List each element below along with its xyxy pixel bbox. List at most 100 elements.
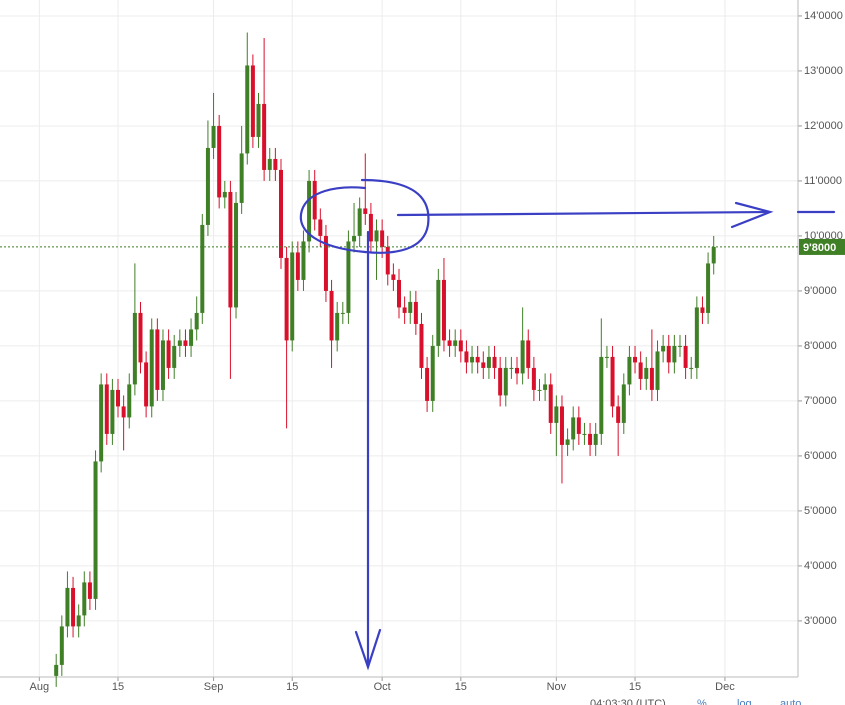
candle-body	[160, 340, 165, 390]
candle-body	[520, 340, 525, 374]
candle-body	[205, 147, 210, 225]
candle-body	[363, 208, 368, 214]
candle-body	[627, 356, 632, 385]
candle-body	[71, 587, 76, 627]
candle-body	[464, 351, 469, 363]
candle-body	[183, 340, 188, 346]
candle-body	[166, 340, 171, 368]
hand-drawn-annotations	[299, 178, 836, 671]
candle-body	[312, 180, 317, 220]
candle-body	[177, 340, 182, 346]
candle-body	[638, 362, 643, 379]
candle-body	[329, 290, 334, 341]
candle-body	[481, 362, 486, 368]
candle-body	[633, 356, 638, 363]
candle-body	[593, 433, 598, 445]
candle-body	[621, 384, 626, 423]
candle-body	[273, 158, 278, 170]
candle-body	[391, 274, 396, 280]
candle-body	[374, 230, 379, 242]
candle-body	[700, 307, 705, 313]
x-tick-label: 15	[455, 681, 467, 693]
y-tick-label: 4'0000	[804, 560, 837, 572]
y-tick-label: 11'0000	[804, 175, 842, 187]
candle-body	[666, 345, 671, 363]
y-tick-label: 6'0000	[804, 450, 837, 462]
y-tick-label: 9'0000	[804, 285, 837, 297]
y-tick-label: 7'0000	[804, 395, 837, 407]
candle-body	[65, 587, 70, 627]
candle-body	[559, 406, 564, 445]
candle-body	[138, 312, 143, 363]
candle-body	[402, 307, 407, 313]
x-tick-label: Dec	[715, 681, 735, 693]
candle-body	[307, 180, 312, 242]
candle-body	[509, 367, 514, 369]
candle-body	[554, 406, 559, 423]
candle-body	[290, 252, 295, 341]
candle-body	[470, 356, 475, 363]
candle-body	[380, 230, 385, 247]
candle-body	[76, 615, 81, 627]
candle-body	[335, 312, 340, 341]
candle-body	[256, 103, 261, 137]
candle-body	[475, 356, 480, 363]
candle-body	[318, 219, 323, 236]
candle-body	[59, 626, 64, 665]
candle-body	[245, 65, 250, 154]
toolbar-button[interactable]: %	[697, 698, 707, 705]
candle-body	[503, 367, 508, 396]
candle-body	[295, 252, 300, 280]
candle-body	[172, 345, 177, 368]
candle-body	[284, 257, 289, 341]
x-tick-label: Sep	[204, 681, 224, 693]
candle-body	[250, 65, 255, 137]
candle-body	[217, 125, 222, 198]
x-tick-label: Aug	[30, 681, 50, 693]
candle-body	[267, 158, 272, 170]
candle-body	[655, 351, 660, 390]
candle-body	[543, 384, 548, 390]
candle-body	[149, 329, 154, 407]
last-price-box	[799, 238, 845, 255]
candle-body	[93, 461, 98, 599]
candle-body	[127, 384, 132, 418]
toolbar-button[interactable]: auto	[780, 698, 801, 705]
candle-body	[706, 263, 711, 313]
candle-body	[548, 384, 553, 423]
candle-body	[498, 367, 503, 396]
y-tick-label: 3'0000	[804, 615, 837, 627]
candle-body	[537, 389, 542, 391]
candle-body	[54, 664, 59, 676]
candle-body	[604, 356, 609, 358]
x-tick-label: Oct	[374, 681, 391, 693]
candle-body	[672, 345, 677, 363]
candle-body	[234, 202, 239, 308]
candle-body	[323, 235, 328, 291]
candle-body	[683, 345, 688, 368]
candle-body	[661, 345, 666, 352]
candle-body	[588, 433, 593, 445]
toolbar-button[interactable]: log	[737, 698, 752, 705]
candle-body	[228, 191, 233, 308]
candle-body	[582, 433, 587, 435]
candle-body	[694, 307, 699, 368]
candle-body	[616, 406, 621, 423]
candle-body	[689, 367, 694, 369]
candle-body	[441, 279, 446, 341]
annotation-h-arrow	[396, 210, 770, 217]
candle-body	[132, 312, 137, 385]
candle-body	[368, 213, 373, 242]
candle-body	[301, 241, 306, 280]
candle-body	[711, 246, 716, 264]
candle-body	[610, 356, 615, 407]
candle-body	[644, 367, 649, 379]
candle-body	[144, 362, 149, 407]
candle-body	[565, 439, 570, 445]
x-tick-label: 15	[112, 681, 124, 693]
candle-body	[357, 208, 362, 236]
candle-body	[110, 389, 115, 434]
candle-body	[189, 329, 194, 346]
candle-body	[413, 301, 418, 324]
